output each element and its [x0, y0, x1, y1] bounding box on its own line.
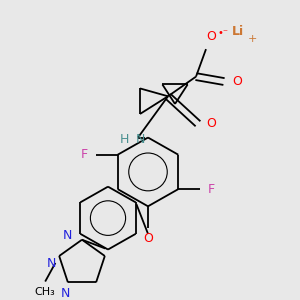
Text: O: O [143, 232, 153, 245]
Text: Li: Li [232, 25, 244, 38]
Text: O: O [232, 75, 242, 88]
Text: F: F [208, 183, 215, 196]
Text: N: N [63, 229, 72, 242]
Text: O: O [206, 117, 216, 130]
Text: CH₃: CH₃ [35, 287, 56, 297]
Text: N: N [46, 257, 56, 270]
Text: •⁻: •⁻ [218, 28, 229, 38]
Text: F: F [81, 148, 88, 161]
Text: N: N [135, 133, 145, 146]
Text: N: N [61, 287, 70, 300]
Text: H: H [119, 133, 129, 146]
Text: +: + [247, 34, 257, 44]
Text: O: O [206, 30, 216, 43]
